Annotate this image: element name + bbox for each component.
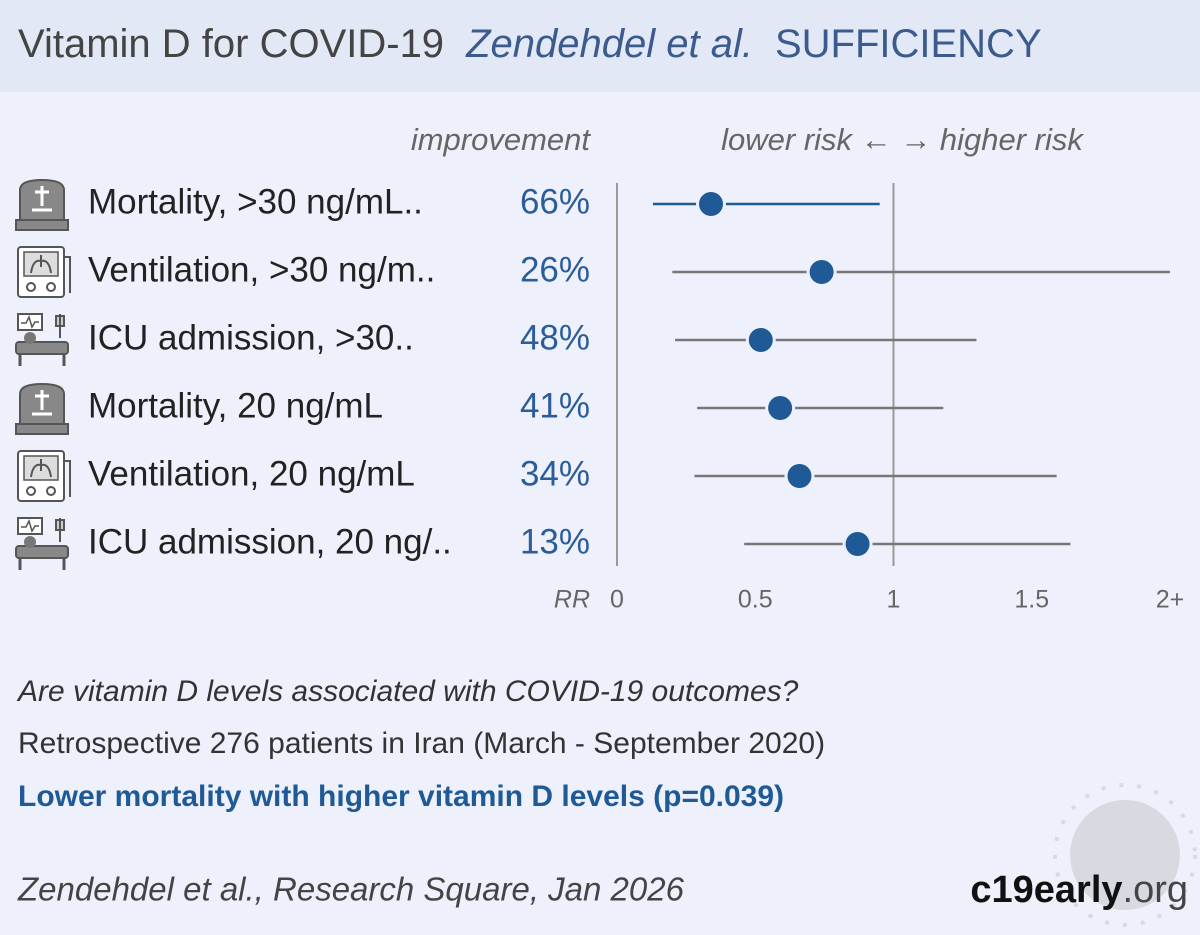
logo-main: c19early [970, 869, 1122, 911]
citation: Zendehdel et al., Research Square, Jan 2… [17, 871, 685, 908]
row-label: Mortality, 20 ng/mL [88, 386, 383, 425]
row-label: ICU admission, 20 ng/.. [88, 522, 452, 561]
improvement: 26% [520, 250, 590, 289]
improvement: 66% [520, 182, 590, 221]
logo-domain: .org [1123, 869, 1188, 911]
summary-question: Are vitamin D levels associated with COV… [16, 675, 799, 708]
x-tick-label: 1.5 [1014, 586, 1049, 614]
improvement-header: improvement [411, 122, 592, 157]
title-bar [0, 0, 1200, 92]
risk-ratio [806, 257, 837, 287]
title-authors: Zendehdel et al. [465, 22, 753, 66]
icu-icon [14, 312, 70, 368]
improvement: 48% [520, 318, 590, 357]
axis-label: RR [554, 586, 590, 614]
x-tick-label: 2+ [1156, 586, 1185, 614]
risk-ratio [696, 189, 727, 219]
icu-icon [14, 516, 70, 572]
x-tick-label: 0.5 [738, 586, 773, 614]
virus-decoration [1053, 783, 1197, 927]
summary-finding: Lower mortality with higher vitamin D le… [18, 780, 784, 813]
mortality-icon [14, 178, 70, 232]
x-tick-label: 1 [887, 586, 901, 614]
risk-ratio [842, 529, 873, 559]
risk-ratio [745, 325, 776, 355]
ventilation-icon [17, 450, 71, 502]
title: Vitamin D for COVID-19 Zendehdel et al. SU… [18, 22, 1042, 66]
risk-ratio [765, 393, 796, 423]
improvement: 41% [520, 386, 590, 425]
summary-design: Retrospective 276 patients in Iran (Marc… [18, 727, 825, 760]
mortality-icon [14, 382, 70, 436]
row-label: Ventilation, >30 ng/m.. [88, 250, 435, 289]
title-main: Vitamin D for COVID-19 [18, 22, 444, 66]
risk-header: lower risk ← → higher risk [721, 122, 1084, 157]
title-tag: SUFFICIENCY [775, 22, 1042, 66]
risk-ratio [784, 461, 815, 491]
row-label: Ventilation, 20 ng/mL [88, 454, 415, 493]
ventilation-icon [17, 246, 71, 298]
row-label: Mortality, >30 ng/mL.. [88, 182, 423, 221]
logo: c19early.org [970, 869, 1188, 911]
row-label: ICU admission, >30.. [88, 318, 414, 357]
x-tick-label: 0 [610, 586, 624, 614]
improvement: 34% [520, 454, 590, 493]
improvement: 13% [520, 522, 590, 561]
